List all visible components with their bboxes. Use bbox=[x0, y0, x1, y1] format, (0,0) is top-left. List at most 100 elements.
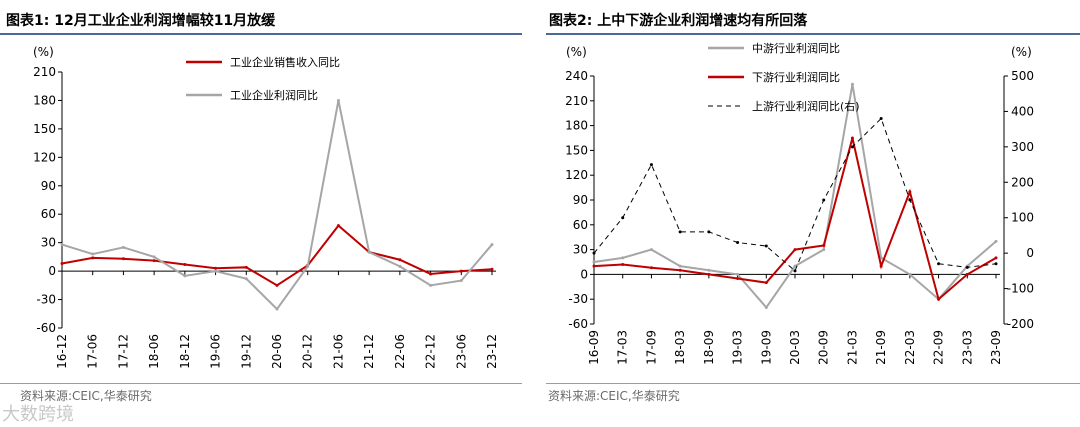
series-1-point bbox=[850, 136, 854, 140]
series-0-point bbox=[60, 262, 64, 266]
y-right-tick-label: 300 bbox=[1011, 140, 1034, 154]
x-tick-label: 23-09 bbox=[989, 330, 1003, 365]
series-1-point bbox=[621, 262, 625, 266]
right-footer-rule bbox=[546, 383, 1080, 384]
series-1-point bbox=[879, 264, 883, 268]
series-line-2 bbox=[593, 117, 997, 272]
series-2-point bbox=[822, 198, 826, 202]
series-1-point bbox=[336, 98, 340, 102]
series-0-point bbox=[459, 269, 463, 273]
left-y-unit: (%) bbox=[33, 45, 54, 59]
y-tick-label: 0 bbox=[580, 267, 588, 281]
series-2-point bbox=[621, 216, 625, 220]
x-tick-label: 19-06 bbox=[209, 334, 223, 369]
series-0-point bbox=[621, 256, 625, 260]
series-2-point bbox=[908, 198, 912, 202]
series-0-point bbox=[908, 272, 912, 276]
y-tick-label: 0 bbox=[48, 264, 56, 278]
x-tick-label: 16-12 bbox=[55, 334, 69, 369]
series-1-point bbox=[121, 245, 125, 249]
series-0-point bbox=[736, 272, 740, 276]
series-line-1 bbox=[61, 100, 493, 311]
y-tick-label: 210 bbox=[565, 94, 588, 108]
x-tick-label: 23-06 bbox=[454, 334, 468, 369]
series-2-point bbox=[592, 251, 596, 255]
series-0-point bbox=[490, 267, 494, 271]
series-0-point bbox=[183, 262, 187, 266]
series-0-point bbox=[275, 283, 279, 287]
series-0-point bbox=[793, 264, 797, 268]
series-2-point bbox=[793, 269, 797, 273]
x-tick-label: 20-03 bbox=[788, 330, 802, 365]
series-0-point bbox=[398, 258, 402, 262]
x-tick-label: 21-06 bbox=[331, 334, 345, 369]
y-tick-label: -30 bbox=[36, 293, 56, 307]
y-right-tick-label: -100 bbox=[1007, 282, 1034, 296]
right-chart-title: 图表2: 上中下游企业利润增速均有所回落 bbox=[549, 13, 808, 29]
legend-label: 工业企业利润同比 bbox=[230, 88, 318, 102]
series-2-point bbox=[764, 244, 768, 248]
series-1-point bbox=[908, 190, 912, 194]
y-tick-label: 120 bbox=[565, 168, 588, 182]
y-tick-label: 210 bbox=[33, 65, 56, 79]
y-tick-label: 150 bbox=[565, 143, 588, 157]
x-tick-label: 22-12 bbox=[424, 334, 438, 369]
series-1-point bbox=[459, 279, 463, 283]
series-1-point bbox=[306, 264, 310, 268]
left-chart-title: 图表1: 12月工业企业利润增幅较11月放缓 bbox=[6, 13, 276, 29]
y-right-tick-label: 500 bbox=[1011, 69, 1034, 83]
y-tick-label: 30 bbox=[41, 236, 56, 250]
left-chart: (%) -60 -30 0 30 60 90 120 150 180 210 16-12 17-06 1… bbox=[33, 45, 499, 369]
y-tick-label: 180 bbox=[33, 93, 56, 107]
y-tick-label: 60 bbox=[41, 207, 56, 221]
series-0-point bbox=[336, 224, 340, 228]
series-0-point bbox=[649, 248, 653, 252]
legend-label: 下游行业利润同比 bbox=[752, 70, 840, 84]
series-1-point bbox=[244, 277, 248, 281]
series-0-point bbox=[121, 257, 125, 261]
series-1-point bbox=[649, 266, 653, 270]
x-tick-label: 17-03 bbox=[616, 330, 630, 365]
series-1-point bbox=[994, 256, 998, 260]
series-0-point bbox=[994, 239, 998, 243]
y-right-tick-label: 400 bbox=[1011, 104, 1034, 118]
x-tick-label: 18-12 bbox=[178, 334, 192, 369]
y-tick-label: -60 bbox=[36, 321, 56, 335]
series-2-point bbox=[850, 145, 854, 149]
left-source-note: 资料来源:CEIC,华泰研究 bbox=[20, 389, 152, 403]
series-2-point bbox=[678, 230, 682, 234]
left-title-rule bbox=[0, 33, 522, 35]
series-0-point bbox=[429, 272, 433, 276]
left-footer-rule bbox=[0, 383, 522, 384]
series-1-point bbox=[707, 272, 711, 276]
y-tick-label: 180 bbox=[565, 119, 588, 133]
series-1-point bbox=[367, 250, 371, 254]
series-0-point bbox=[678, 264, 682, 268]
series-1-point bbox=[183, 274, 187, 278]
series-2-point bbox=[994, 262, 998, 266]
series-2-point bbox=[736, 241, 740, 245]
x-tick-label: 23-03 bbox=[960, 330, 974, 365]
x-tick-label: 17-12 bbox=[116, 334, 130, 369]
x-tick-label: 17-09 bbox=[644, 330, 658, 365]
y-right-tick-label: 0 bbox=[1026, 246, 1034, 260]
series-2-point bbox=[707, 230, 711, 234]
series-2-point bbox=[965, 265, 969, 269]
series-1-point bbox=[214, 269, 218, 273]
y-right-tick-label: 200 bbox=[1011, 175, 1034, 189]
series-1-point bbox=[91, 252, 95, 256]
x-tick-label: 19-03 bbox=[731, 330, 745, 365]
y-tick-label: 120 bbox=[33, 150, 56, 164]
series-1-point bbox=[152, 255, 156, 259]
series-0-point bbox=[822, 248, 826, 252]
series-line-0 bbox=[61, 224, 493, 287]
series-1-point bbox=[490, 243, 494, 247]
series-0-point bbox=[592, 260, 596, 264]
series-1-point bbox=[965, 272, 969, 276]
series-0-point bbox=[707, 268, 711, 272]
series-0-point bbox=[214, 266, 218, 270]
series-2-point bbox=[879, 117, 883, 121]
legend-label: 上游行业利润同比(右) bbox=[752, 99, 860, 113]
x-tick-label: 21-03 bbox=[845, 330, 859, 365]
x-tick-label: 18-06 bbox=[147, 334, 161, 369]
